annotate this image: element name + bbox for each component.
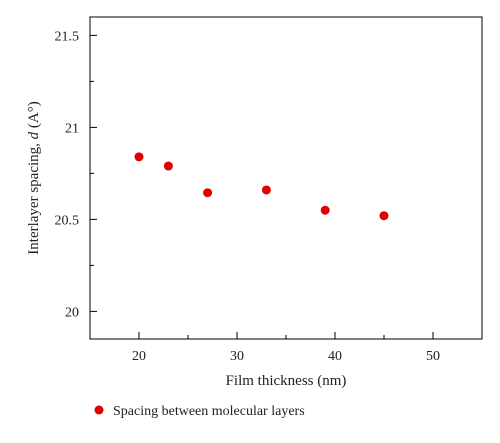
y-tick-label: 20 xyxy=(65,305,79,320)
y-axis-ticks xyxy=(90,34,97,312)
x-axis-label: Film thickness (nm) xyxy=(226,373,347,389)
data-point xyxy=(320,205,330,215)
legend-label: Spacing between molecular layers xyxy=(113,404,305,419)
data-points xyxy=(134,152,389,221)
x-axis-ticks xyxy=(138,332,434,339)
y-axis-label: Interlayer spacing, d (A°) xyxy=(26,101,42,254)
data-point xyxy=(134,152,144,162)
x-tick-label: 40 xyxy=(328,349,342,364)
data-point xyxy=(261,185,271,195)
x-tick-label: 20 xyxy=(132,349,146,364)
legend-marker xyxy=(94,405,104,415)
x-tick-label: 30 xyxy=(230,349,244,364)
x-axis-tick-labels: 20 30 40 50 xyxy=(132,349,440,364)
y-tick-label: 21 xyxy=(65,121,79,136)
y-tick-label: 21.5 xyxy=(55,29,80,44)
y-tick-label: 20.5 xyxy=(55,213,80,228)
data-point xyxy=(379,211,389,221)
data-point xyxy=(203,188,213,198)
plot-frame xyxy=(89,16,483,340)
data-point xyxy=(163,161,173,171)
x-tick-label: 50 xyxy=(426,349,440,364)
y-axis-tick-labels: 20 20.5 21 21.5 xyxy=(55,29,80,320)
legend: Spacing between molecular layers xyxy=(94,404,305,419)
